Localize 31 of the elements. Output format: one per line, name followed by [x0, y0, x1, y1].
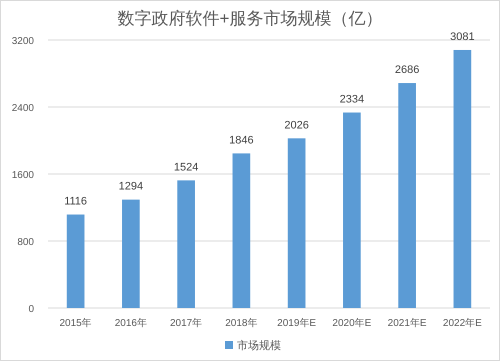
data-label: 1846: [229, 134, 254, 146]
y-tick-label: 0: [28, 304, 34, 315]
y-tick-label: 800: [17, 237, 34, 248]
x-tick-label: 2021年E: [388, 317, 427, 329]
bar: [177, 180, 195, 308]
bar: [398, 83, 416, 308]
x-tick-label: 2019年E: [277, 317, 316, 329]
data-label: 2026: [284, 119, 309, 132]
bar: [343, 112, 361, 308]
x-tick-label: 2017年: [170, 317, 202, 329]
data-label: 1116: [64, 196, 88, 208]
x-tick-label: 2015年: [60, 317, 92, 329]
data-label: 1524: [174, 161, 198, 174]
bar: [232, 153, 250, 308]
bar: [122, 200, 140, 308]
x-tick-label: 2022年E: [442, 317, 482, 329]
data-label: 3081: [450, 30, 475, 43]
x-tick-label: 2018年: [225, 317, 258, 329]
bar: [66, 214, 84, 308]
data-label: 2334: [340, 94, 364, 106]
x-tick-label: 2020年E: [332, 317, 372, 329]
data-label: 1294: [118, 180, 144, 193]
title: 数字政府软件+服务市场规模（亿）: [118, 9, 382, 28]
x-tick-label: 2016年: [114, 317, 147, 329]
bar: [454, 50, 472, 308]
y-tick-label: 3200: [12, 36, 34, 47]
data-label: 2686: [394, 64, 420, 76]
bar: [288, 138, 306, 308]
y-tick-label: 1600: [12, 170, 34, 181]
y-tick-label: 2400: [12, 103, 34, 114]
legend-label: 市场规模: [237, 339, 281, 352]
